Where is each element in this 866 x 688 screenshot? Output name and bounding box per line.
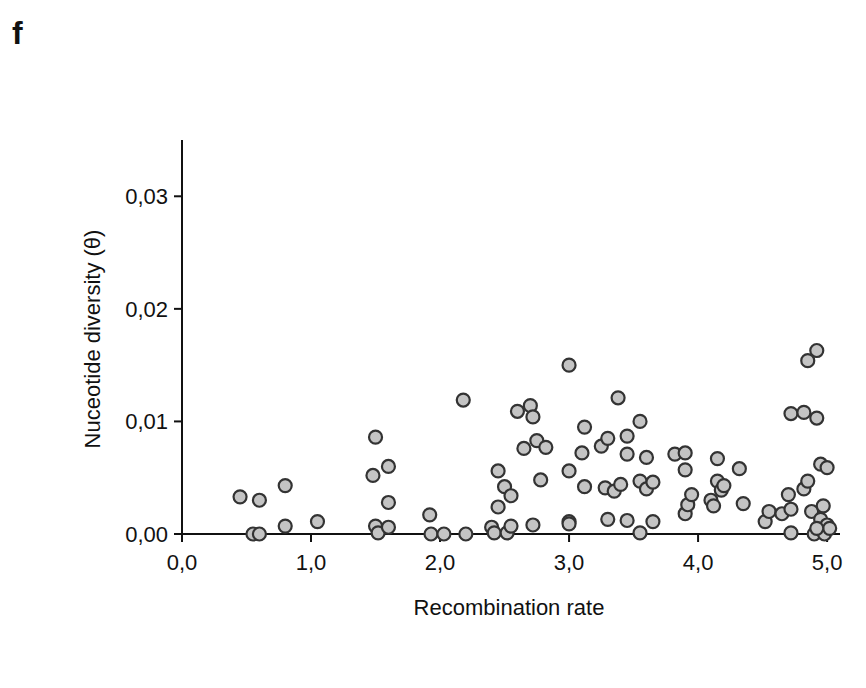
point bbox=[601, 432, 614, 445]
point bbox=[382, 496, 395, 509]
x-tick bbox=[697, 534, 699, 542]
point bbox=[437, 528, 450, 541]
point bbox=[578, 421, 591, 434]
point bbox=[534, 473, 547, 486]
point bbox=[526, 518, 539, 531]
point bbox=[614, 478, 627, 491]
chart: f 0,00 0,01 0,02 0,03 0,0 1,0 2,0 3,0 4,0 5,0 Recom… bbox=[0, 0, 866, 688]
point bbox=[763, 505, 776, 518]
x-tick-label: 2,0 bbox=[425, 550, 456, 575]
point bbox=[563, 359, 576, 372]
y-tick-label: 0,00 bbox=[125, 522, 168, 547]
point bbox=[366, 469, 379, 482]
point bbox=[733, 462, 746, 475]
point bbox=[311, 515, 324, 528]
point bbox=[382, 460, 395, 473]
point bbox=[425, 528, 438, 541]
point bbox=[810, 522, 823, 535]
point bbox=[369, 431, 382, 444]
point bbox=[253, 528, 266, 541]
point bbox=[563, 517, 576, 530]
point bbox=[784, 526, 797, 539]
point bbox=[488, 526, 501, 539]
point bbox=[685, 488, 698, 501]
point bbox=[621, 514, 634, 527]
point bbox=[253, 494, 266, 507]
point bbox=[382, 521, 395, 534]
point bbox=[234, 490, 247, 503]
y-tick bbox=[174, 308, 182, 310]
point bbox=[823, 522, 836, 535]
point bbox=[457, 394, 470, 407]
y-tick bbox=[174, 420, 182, 422]
y-axis-label: Nuceotide diversity (θ) bbox=[80, 230, 105, 449]
x-tick bbox=[181, 534, 183, 542]
y-tick-label: 0,02 bbox=[125, 297, 168, 322]
point bbox=[646, 515, 659, 528]
point bbox=[511, 405, 524, 418]
point bbox=[810, 412, 823, 425]
point bbox=[707, 499, 720, 512]
title: f bbox=[12, 15, 23, 51]
x-tick-label: 0,0 bbox=[167, 550, 198, 575]
y-tick-label: 0,01 bbox=[125, 409, 168, 434]
point bbox=[505, 489, 518, 502]
x-axis-label: Recombination rate bbox=[414, 595, 605, 620]
point bbox=[679, 446, 692, 459]
y-tick bbox=[174, 533, 182, 535]
point bbox=[711, 452, 724, 465]
point bbox=[640, 451, 653, 464]
point bbox=[646, 476, 659, 489]
point bbox=[679, 463, 692, 476]
point bbox=[634, 415, 647, 428]
point bbox=[634, 526, 647, 539]
point bbox=[492, 464, 505, 477]
point bbox=[526, 410, 539, 423]
x-tick-label: 3,0 bbox=[554, 550, 585, 575]
point bbox=[279, 520, 292, 533]
point bbox=[459, 528, 472, 541]
point bbox=[797, 406, 810, 419]
point bbox=[621, 430, 634, 443]
point bbox=[810, 344, 823, 357]
point bbox=[505, 520, 518, 533]
point bbox=[563, 464, 576, 477]
point bbox=[492, 500, 505, 513]
point bbox=[801, 475, 814, 488]
points bbox=[234, 344, 837, 540]
point bbox=[821, 461, 834, 474]
point bbox=[737, 497, 750, 510]
point bbox=[578, 480, 591, 493]
point bbox=[279, 479, 292, 492]
y-tick bbox=[174, 195, 182, 197]
y-axis bbox=[181, 140, 183, 534]
y-tick-label: 0,03 bbox=[125, 184, 168, 209]
point bbox=[782, 488, 795, 501]
point bbox=[539, 441, 552, 454]
x-tick bbox=[568, 534, 570, 542]
point bbox=[784, 407, 797, 420]
point bbox=[784, 503, 797, 516]
x-tick-label: 1,0 bbox=[296, 550, 327, 575]
x-tick-label: 5,0 bbox=[812, 550, 843, 575]
point bbox=[423, 508, 436, 521]
point bbox=[621, 448, 634, 461]
x-tick-label: 4,0 bbox=[683, 550, 714, 575]
point bbox=[517, 442, 530, 455]
x-tick bbox=[310, 534, 312, 542]
point bbox=[601, 513, 614, 526]
point bbox=[612, 391, 625, 404]
point bbox=[717, 479, 730, 492]
point bbox=[575, 446, 588, 459]
point bbox=[817, 499, 830, 512]
